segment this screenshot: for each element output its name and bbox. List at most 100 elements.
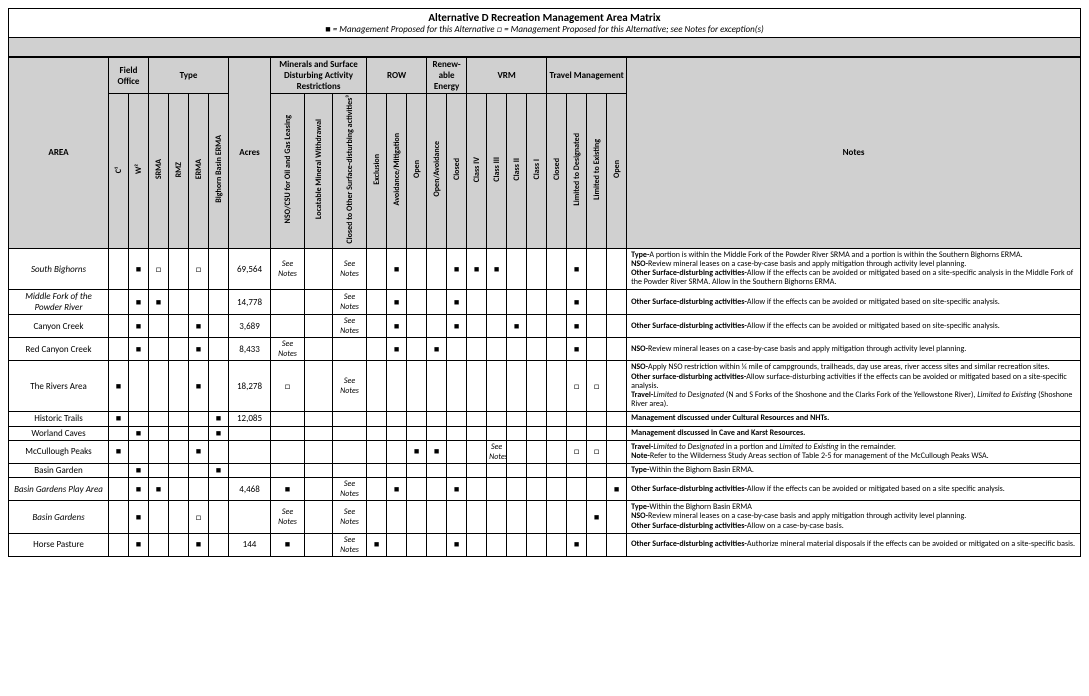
cell-open_avoid: ■ bbox=[427, 338, 447, 361]
col-srma: SRMA bbox=[149, 94, 169, 249]
cell-erma: □ bbox=[189, 501, 209, 534]
cell-notes: Management discussed under Cultural Reso… bbox=[627, 412, 1081, 426]
cell-tm_open bbox=[607, 464, 627, 478]
cell-tm_ltd_desig bbox=[567, 464, 587, 478]
cell-rmz bbox=[169, 338, 189, 361]
cell-re_closed bbox=[447, 361, 467, 412]
cell-notes: NSO-Apply NSO restriction within ¼ mile … bbox=[627, 361, 1081, 412]
cell-closed_other bbox=[333, 412, 367, 426]
cell-area: Basin Garden bbox=[9, 464, 109, 478]
cell-tm_open bbox=[607, 248, 627, 290]
cell-fo_w: ■ bbox=[129, 248, 149, 290]
col-fo_w: W² bbox=[129, 94, 149, 249]
cell-re_closed bbox=[447, 464, 467, 478]
cell-erma: ■ bbox=[189, 533, 209, 556]
cell-fo_c bbox=[109, 248, 129, 290]
cell-class1 bbox=[527, 426, 547, 440]
col-row_open: Open bbox=[407, 94, 427, 249]
cell-closed_other bbox=[333, 464, 367, 478]
cell-class2 bbox=[507, 478, 527, 501]
cell-fo_w: ■ bbox=[129, 426, 149, 440]
cell-class4 bbox=[467, 361, 487, 412]
table-row: Canyon Creek■■3,689See Notes■■■■Other Su… bbox=[9, 315, 1081, 338]
cell-class2 bbox=[507, 338, 527, 361]
grp-renew: Renew-able Energy bbox=[427, 58, 467, 94]
cell-rmz bbox=[169, 248, 189, 290]
cell-exclusion bbox=[367, 361, 387, 412]
cell-locmin bbox=[305, 478, 333, 501]
cell-fo_w: ■ bbox=[129, 290, 149, 315]
cell-row_open bbox=[407, 338, 427, 361]
cell-tm_ltd_exist: □ bbox=[587, 361, 607, 412]
cell-exclusion bbox=[367, 248, 387, 290]
cell-class4 bbox=[467, 464, 487, 478]
cell-tm_open bbox=[607, 426, 627, 440]
cell-nso bbox=[271, 440, 305, 463]
grp-vrm: VRM bbox=[467, 58, 547, 94]
cell-class3 bbox=[487, 464, 507, 478]
cell-tm_open bbox=[607, 290, 627, 315]
cell-acres: 69,564 bbox=[229, 248, 271, 290]
cell-srma bbox=[149, 426, 169, 440]
col-closed_other: Closed to Other Surface-disturbing activ… bbox=[333, 94, 367, 249]
cell-tm_open bbox=[607, 338, 627, 361]
cell-acres: 18,278 bbox=[229, 361, 271, 412]
cell-avoidmit bbox=[387, 501, 407, 534]
cell-tm_ltd_desig: □ bbox=[567, 440, 587, 463]
col-tm_open: Open bbox=[607, 94, 627, 249]
cell-open_avoid bbox=[427, 315, 447, 338]
cell-tm_ltd_desig: ■ bbox=[567, 248, 587, 290]
cell-class2 bbox=[507, 412, 527, 426]
cell-exclusion bbox=[367, 501, 387, 534]
cell-tm_closed bbox=[547, 501, 567, 534]
cell-avoidmit: ■ bbox=[387, 338, 407, 361]
cell-row_open bbox=[407, 501, 427, 534]
cell-area: Basin Gardens bbox=[9, 501, 109, 534]
cell-class3 bbox=[487, 315, 507, 338]
cell-locmin bbox=[305, 464, 333, 478]
cell-bberma bbox=[209, 315, 229, 338]
cell-fo_w: ■ bbox=[129, 501, 149, 534]
col-avoidmit: Avoidance/Mitigation bbox=[387, 94, 407, 249]
col-tm_ltd_desig: Limited to Designated bbox=[567, 94, 587, 249]
cell-open_avoid bbox=[427, 533, 447, 556]
title-bar: Alternative D Recreation Management Area… bbox=[8, 8, 1081, 38]
cell-srma bbox=[149, 315, 169, 338]
cell-area: Horse Pasture bbox=[9, 533, 109, 556]
cell-row_open bbox=[407, 315, 427, 338]
cell-open_avoid bbox=[427, 426, 447, 440]
grp-row: ROW bbox=[367, 58, 427, 94]
cell-exclusion bbox=[367, 478, 387, 501]
cell-tm_closed bbox=[547, 478, 567, 501]
cell-erma bbox=[189, 290, 209, 315]
cell-notes: Type-Within the Bighorn Basin ERMANSO-Re… bbox=[627, 501, 1081, 534]
cell-notes: Travel-Limited to Designated in a portio… bbox=[627, 440, 1081, 463]
cell-fo_w: ■ bbox=[129, 315, 149, 338]
cell-tm_open bbox=[607, 315, 627, 338]
cell-acres bbox=[229, 464, 271, 478]
cell-tm_ltd_exist bbox=[587, 426, 607, 440]
cell-fo_w: ■ bbox=[129, 464, 149, 478]
cell-notes: Other Surface-disturbing activities-Allo… bbox=[627, 478, 1081, 501]
cell-bberma: ■ bbox=[209, 426, 229, 440]
cell-srma: ■ bbox=[149, 478, 169, 501]
cell-fo_w bbox=[129, 440, 149, 463]
cell-srma bbox=[149, 533, 169, 556]
cell-nso: □ bbox=[271, 361, 305, 412]
cell-class2 bbox=[507, 290, 527, 315]
cell-exclusion bbox=[367, 338, 387, 361]
cell-fo_c bbox=[109, 315, 129, 338]
matrix-table: AREA Field Office Type Acres Minerals an… bbox=[8, 57, 1081, 557]
cell-class2 bbox=[507, 426, 527, 440]
cell-srma: □ bbox=[149, 248, 169, 290]
cell-tm_ltd_desig bbox=[567, 426, 587, 440]
cell-tm_closed bbox=[547, 290, 567, 315]
cell-area: The Rivers Area bbox=[9, 361, 109, 412]
cell-tm_ltd_desig: ■ bbox=[567, 338, 587, 361]
cell-class1 bbox=[527, 412, 547, 426]
cell-fo_c bbox=[109, 338, 129, 361]
cell-class1 bbox=[527, 361, 547, 412]
cell-nso: See Notes bbox=[271, 338, 305, 361]
cell-re_closed: ■ bbox=[447, 533, 467, 556]
cell-class3: ■ bbox=[487, 248, 507, 290]
